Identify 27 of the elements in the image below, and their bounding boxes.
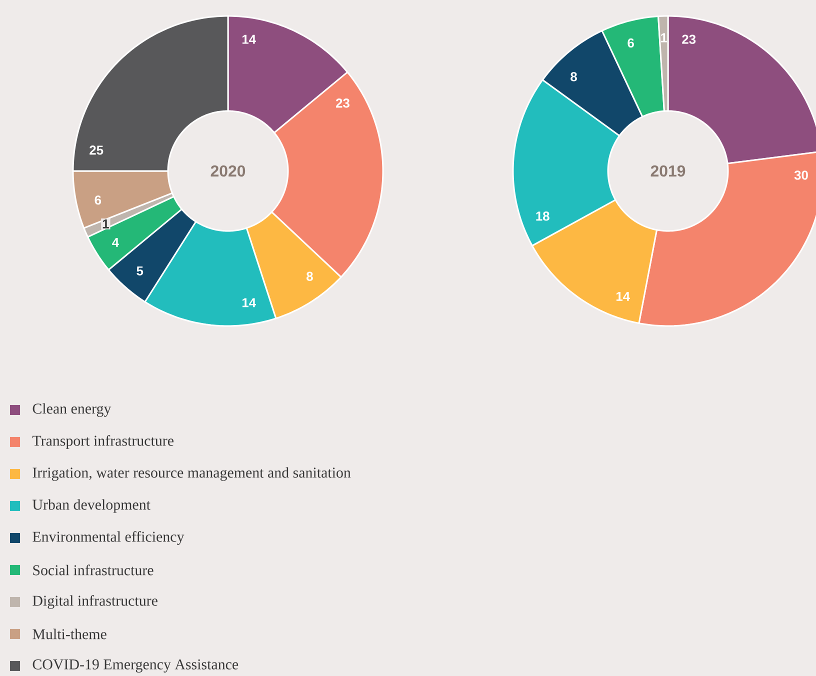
legend-label: Social infrastructure [33,564,154,576]
data-label: 5 [136,266,144,276]
legend-label: Clean energy [32,403,112,417]
legend-label: Transport infrastructure [32,435,174,449]
data-label: 25 [90,146,104,155]
legend-label: Urban development [32,499,150,513]
data-label: 8 [570,72,577,82]
data-label: 14 [616,292,630,301]
data-label: 6 [94,195,102,205]
legend-label: Irrigation, water resource management and sanitation [32,467,351,481]
legend-label: Multi-theme [32,628,106,640]
data-label: 14 [242,34,256,44]
data-label: 14 [242,298,256,308]
data-label: 18 [536,212,550,221]
data-label: 1 [661,33,668,42]
data-label: 4 [112,238,119,247]
data-label: 23 [682,34,696,44]
data-label: 30 [794,170,808,180]
data-label: 8 [306,272,313,281]
legend-label: Digital infrastructure [32,595,158,609]
data-label: 1 [102,219,109,228]
data-label: 23 [336,98,350,108]
text: 2019 [650,165,686,177]
data-label: 6 [628,38,634,48]
legend-label: COVID-19 Emergency Assistance [32,659,238,673]
text: 2020 [210,165,246,177]
legend-label: Environmental efficiency [32,531,184,545]
